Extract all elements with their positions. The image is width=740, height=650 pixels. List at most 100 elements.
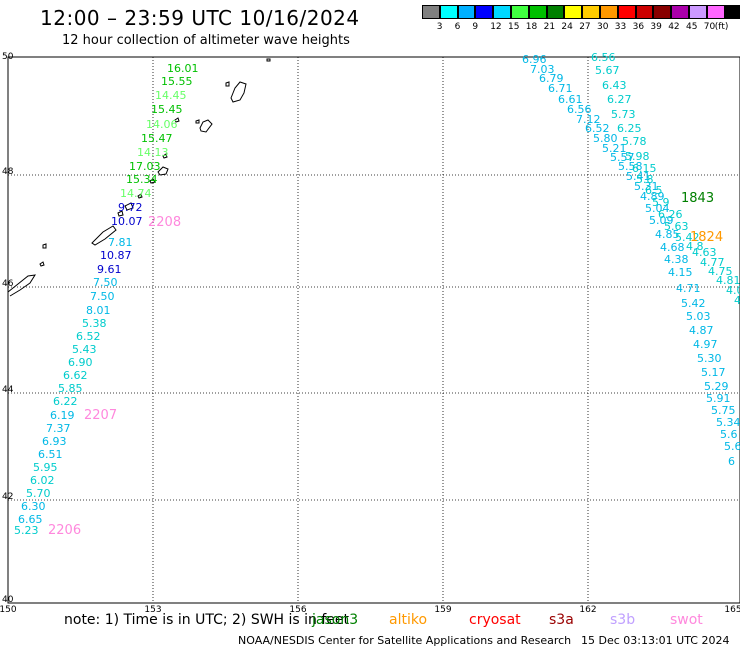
wave-height-value: 6.02 [30,474,55,487]
wave-height-value: 6.51 [38,448,63,461]
wave-height-value: 4 [734,294,740,307]
wave-height-value: 10.07 [111,215,143,228]
legend-label: 15 [508,22,520,32]
lon-tick-label: 165 [724,605,740,615]
wave-height-value: 5.80 [593,132,618,145]
wave-height-value: 5.85 [58,382,83,395]
legend-label: 30 [597,22,609,32]
wave-height-value: 5.58 [618,160,643,173]
legend-swatch [600,5,618,19]
island-shape [162,153,168,159]
wave-height-value: 4.71 [676,282,701,295]
wave-height-value: 5.23 [14,524,39,537]
wave-height-value: 6.79 [539,72,564,85]
wave-height-value: 4.85 [655,228,680,241]
wave-height-value: 4.8 [686,240,704,253]
lat-tick-label: 48 [2,167,14,177]
wave-height-value: 5.38 [82,317,107,330]
wave-height-value: 5.34 [716,416,740,429]
legend-label: 6 [454,22,461,32]
wave-height-value: 8.01 [86,304,111,317]
legend-label: 12 [490,22,502,32]
coastline [7,58,271,297]
legend-swatch [724,5,740,19]
legend-swatch [617,5,636,19]
legend-swatch [439,5,458,19]
lat-tick-label: 44 [2,385,14,395]
wave-height-value: 5.98 [625,150,650,163]
credit-line: NOAA/NESDIS Center for Satellite Applica… [238,634,572,647]
legend-swatch [635,5,654,19]
legend-label: 3 [436,22,443,32]
wave-height-value: 15.47 [141,132,173,145]
chart-title: 12:00 – 23:59 UTC 10/16/2024 [40,6,360,30]
wave-height-value: 5.31 [634,180,659,193]
wave-height-value: 6.27 [607,93,632,106]
legend-swatch [457,5,476,19]
lat-tick-label: 42 [2,492,13,502]
wave-height-value: 6.52 [585,122,610,135]
island-shape [230,81,247,103]
wave-height-value: 4.75 [708,265,733,278]
island-shape [91,225,117,246]
wave-height-value: 14.74 [120,187,152,200]
wave-height-value: 5.67 [595,64,620,77]
wave-height-value: 5.6 [720,428,738,441]
wave-height-value: 6.26 [658,208,683,221]
wave-height-value: 14.45 [155,89,187,102]
wave-height-value: 5.91 [706,392,731,405]
wave-height-value: 5.63 [664,220,689,233]
wave-height-value: 5.57 [610,151,635,164]
wave-height-value: 4.77 [700,256,725,269]
wave-height-value: 5.43 [72,343,97,356]
wave-height-value: 7.37 [46,422,71,435]
wave-height-value: 5.42 [681,297,706,310]
wave-height-value: 17.03 [129,160,161,173]
wave-height-value: 5.42 [675,231,700,244]
satellite-label-jason3: jason3 [312,612,359,628]
wave-height-value: 15.45 [151,103,183,116]
generation-timestamp: 15 Dec 03:13:01 UTC 2024 [581,634,730,647]
legend-swatch [422,5,440,19]
wave-height-value: 5.21 [602,142,627,155]
legend-swatch [511,5,529,19]
island-shape [137,193,143,199]
time-label: 1824 [690,230,723,245]
legend-label: 18 [525,22,538,32]
wave-height-value: 15.55 [161,75,193,88]
wave-height-value: 5.8 [636,173,654,186]
time-labels: 2208 2207 2206 1843 1824 [48,191,723,538]
lat-tick-label: 50 [2,52,14,62]
wave-height-value: 5.09 [649,214,674,227]
wave-height-value: 7.03 [530,63,555,76]
wave-height-value: 5.9 [652,196,670,209]
wave-height-value: 7.50 [93,276,118,289]
wave-height-value: 6.43 [602,79,627,92]
wave-height-value: 4.63 [692,246,717,259]
wave-height-value: 7.50 [90,290,115,303]
wave-height-value: 6.52 [76,330,101,343]
lon-tick-label: 159 [434,605,451,615]
wave-height-value: 6.5 [645,184,663,197]
wave-height-value: 5.78 [622,135,647,148]
legend-label: 24 [561,22,573,32]
wave-height-value: 16.01 [167,62,199,75]
wave-height-value: 4.38 [664,253,689,266]
wave-height-value: 6.90 [68,356,93,369]
wave-height-value: 6.61 [558,93,583,106]
legend-label: 27 [579,22,591,32]
wave-height-value: 5.95 [33,461,58,474]
lat-tick-label: 46 [2,279,14,289]
satellite-label-altiko: altiko [389,612,428,628]
satellite-label-swot: swot [670,612,703,628]
chart-subtitle: 12 hour collection of altimeter wave hei… [62,33,350,48]
lat-tick-label: 40 [2,595,14,605]
wave-height-value: 6.56 [591,51,616,64]
wave-height-value: 4.15 [668,266,693,279]
map-grid [8,57,740,603]
legend-label: 36 [632,22,645,32]
wave-height-value: 5.70 [26,487,51,500]
satellite-label-s3b: s3b [610,612,636,628]
wave-height-value: 6.25 [617,122,642,135]
time-label: 1843 [681,191,714,206]
